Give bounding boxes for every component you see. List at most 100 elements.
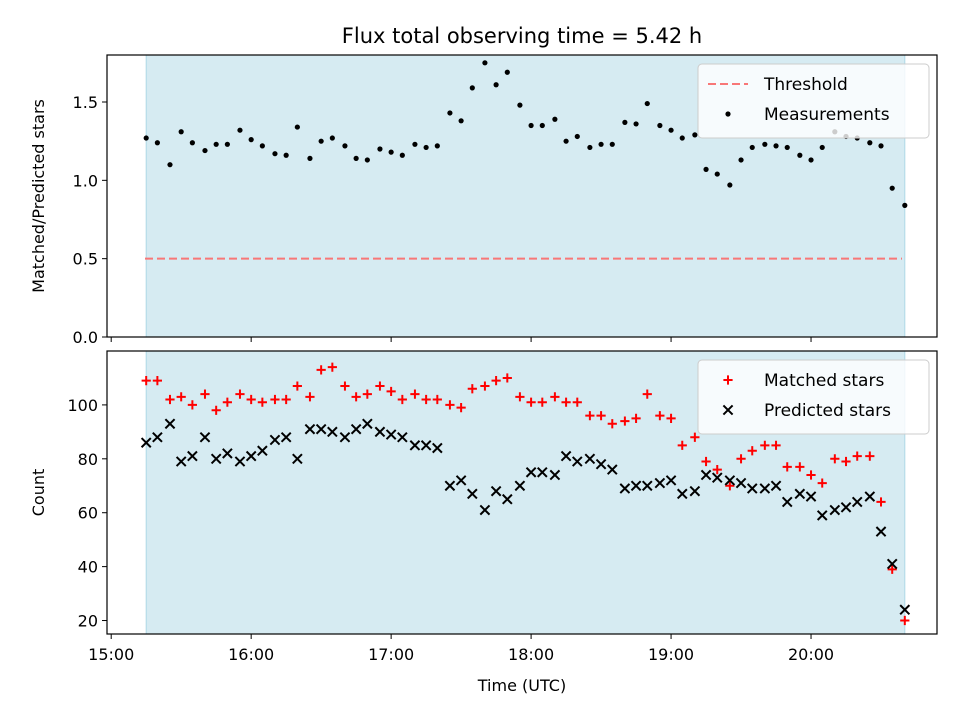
- data-point: [550, 392, 560, 402]
- chart-title: Flux total observing time = 5.42 h: [342, 24, 702, 48]
- data-point: [482, 60, 488, 66]
- y-axis-label: Matched/Predicted stars: [29, 99, 48, 293]
- data-point: [364, 157, 370, 163]
- data-point: [447, 110, 453, 116]
- data-point: [552, 116, 558, 122]
- data-point: [587, 144, 593, 151]
- data-point: [202, 147, 208, 154]
- data-point: [899, 604, 911, 616]
- data-point: [305, 392, 315, 402]
- data-point: [725, 481, 735, 491]
- data-point: [712, 464, 722, 475]
- data-point: [167, 162, 173, 168]
- data-point: [724, 475, 736, 486]
- data-point: [609, 141, 615, 147]
- data-point: [165, 394, 175, 405]
- data-point: [479, 504, 491, 516]
- data-point: [141, 376, 151, 386]
- data-point: [749, 144, 755, 151]
- data-point: [469, 85, 475, 91]
- data-point: [245, 450, 257, 462]
- data-point: [213, 141, 219, 147]
- x-tick-label: 16:00: [228, 645, 274, 664]
- data-point: [339, 431, 351, 443]
- data-point: [867, 140, 873, 146]
- data-point: [397, 394, 407, 405]
- data-point: [458, 118, 464, 124]
- data-point: [560, 450, 572, 462]
- data-point: [350, 423, 362, 435]
- data-point: [596, 411, 606, 421]
- data-point: [889, 185, 895, 191]
- data-point: [257, 445, 268, 457]
- data-point: [292, 381, 302, 391]
- data-point: [572, 397, 582, 407]
- data-point: [140, 437, 152, 448]
- data-point: [502, 373, 512, 383]
- data-point: [222, 397, 232, 407]
- data-point: [620, 416, 630, 426]
- data-point: [902, 202, 908, 208]
- data-point: [668, 127, 674, 133]
- data-point: [887, 564, 897, 574]
- data-point: [852, 451, 862, 461]
- data-point: [851, 496, 863, 508]
- data-point: [280, 431, 292, 443]
- data-point: [773, 143, 779, 149]
- data-point: [421, 394, 431, 405]
- data-point: [178, 129, 184, 135]
- x-tick-label: 15:00: [88, 645, 134, 664]
- data-point: [257, 397, 267, 407]
- data-point: [397, 431, 408, 443]
- data-point: [234, 456, 246, 467]
- data-point: [493, 82, 499, 88]
- data-point: [571, 456, 583, 467]
- data-point: [222, 448, 233, 459]
- data-point: [272, 151, 278, 157]
- data-point: [456, 403, 466, 413]
- data-point: [432, 442, 443, 454]
- y-tick-label: 60: [78, 504, 98, 523]
- data-point: [246, 394, 256, 405]
- data-point: [622, 119, 628, 125]
- y-tick-label: 80: [78, 450, 98, 469]
- data-point: [515, 392, 525, 402]
- legend-box: [697, 63, 930, 139]
- data-point: [760, 440, 770, 450]
- data-point: [840, 502, 852, 513]
- data-point: [806, 470, 816, 480]
- data-point: [432, 394, 442, 405]
- data-point: [525, 466, 537, 478]
- data-point: [875, 526, 887, 537]
- data-point: [318, 138, 324, 144]
- data-point: [536, 466, 548, 478]
- data-point: [563, 138, 569, 144]
- data-point: [154, 140, 160, 146]
- data-point: [467, 384, 477, 394]
- data-point: [655, 411, 665, 421]
- data-point: [491, 376, 501, 386]
- data-point: [283, 152, 289, 158]
- data-point: [830, 454, 840, 464]
- x-tick-label: 20:00: [788, 645, 834, 664]
- data-point: [385, 429, 397, 440]
- data-point: [504, 69, 510, 75]
- data-point: [644, 100, 650, 107]
- data-point: [490, 485, 502, 497]
- data-point: [434, 143, 440, 149]
- legend-marker: [723, 375, 733, 385]
- data-point: [598, 141, 604, 147]
- data-point: [747, 446, 757, 456]
- data-point: [315, 423, 327, 435]
- legend-marker: [722, 404, 734, 416]
- data-point: [237, 127, 243, 133]
- x-tick-label: 17:00: [368, 645, 414, 664]
- data-point: [819, 144, 825, 151]
- data-point: [528, 122, 534, 129]
- data-point: [808, 157, 814, 163]
- data-point: [703, 166, 709, 172]
- data-point: [585, 411, 595, 421]
- axes-frame: [106, 54, 938, 338]
- data-point: [746, 483, 758, 494]
